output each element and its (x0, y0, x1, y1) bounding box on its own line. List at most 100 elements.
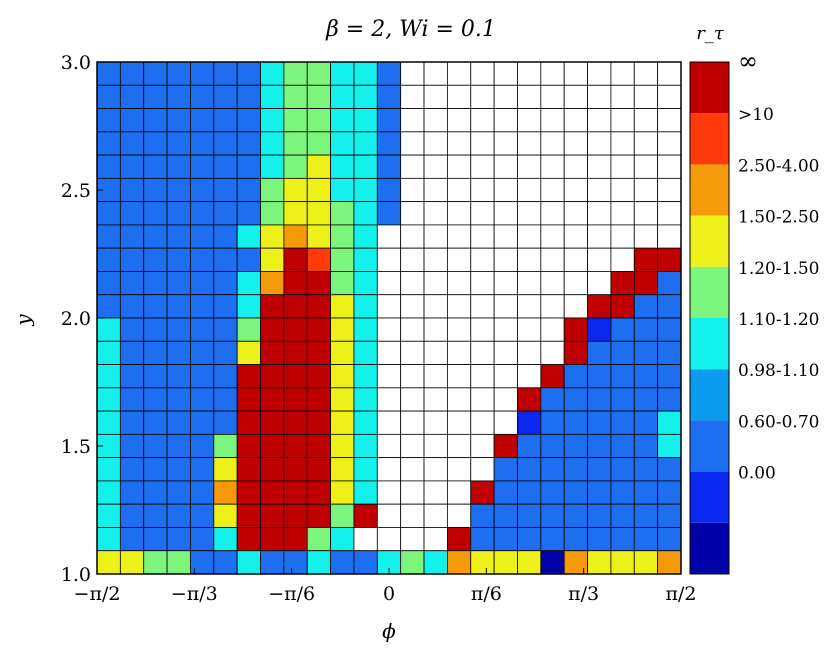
heatmap-cell (96, 247, 121, 272)
heatmap-cell (283, 340, 308, 365)
heatmap-cell (190, 61, 215, 86)
colorbar-segment (690, 522, 729, 574)
heatmap-cell (283, 154, 308, 179)
heatmap-cell (517, 364, 542, 389)
heatmap-cell (657, 410, 682, 435)
y-tick-label: 2.0 (61, 308, 91, 330)
heatmap-cell (190, 480, 215, 505)
heatmap-cell (657, 294, 682, 319)
colorbar-segment (690, 266, 729, 318)
heatmap-cell (400, 433, 425, 459)
heatmap-cell (633, 131, 659, 156)
heatmap-cell (236, 247, 261, 272)
heatmap-cell (633, 550, 659, 575)
heatmap-cell (213, 364, 238, 389)
heatmap-cell (540, 108, 565, 133)
heatmap-cell (306, 154, 331, 179)
heatmap-cell (236, 61, 261, 86)
heatmap-cell (353, 201, 378, 226)
heatmap-cell (610, 387, 635, 412)
heatmap-cell (190, 294, 215, 319)
heatmap-cell (143, 224, 168, 249)
heatmap-cell (423, 364, 448, 389)
heatmap-cell (143, 387, 168, 412)
heatmap-cell (143, 84, 168, 109)
heatmap-cell (517, 410, 542, 435)
heatmap-cell (446, 503, 472, 528)
heatmap-cell (633, 271, 659, 296)
heatmap-cell (633, 503, 659, 528)
heatmap-cell (376, 410, 402, 435)
heatmap-cell (493, 480, 518, 505)
heatmap-cell (166, 177, 191, 203)
heatmap-cell (143, 527, 168, 552)
heatmap-cell (260, 340, 285, 365)
heatmap-cell (493, 387, 518, 412)
heatmap-cell (96, 271, 121, 296)
heatmap-cell (306, 457, 331, 482)
heatmap-cell (376, 294, 402, 319)
heatmap-cell (190, 364, 215, 389)
heatmap-cell (96, 294, 121, 319)
heatmap-cell (236, 317, 261, 342)
heatmap-cell (423, 131, 448, 156)
heatmap-cell (400, 108, 425, 133)
heatmap-cell (610, 271, 635, 296)
heatmap-cell (446, 340, 472, 365)
y-axis: 1.0 1.5 2.0 2.5 3.0 (61, 52, 103, 586)
heatmap-cell (143, 410, 168, 435)
heatmap-cell (353, 480, 378, 505)
heatmap-cell (190, 457, 215, 482)
heatmap-cell (563, 271, 588, 296)
heatmap-cell (563, 387, 588, 412)
heatmap-cell (470, 480, 495, 505)
heatmap-cell (376, 480, 402, 505)
heatmap-cell (260, 294, 285, 319)
heatmap-cell (96, 387, 121, 412)
heatmap-cell (493, 503, 518, 528)
heatmap-cell (587, 433, 612, 459)
heatmap-cell (400, 457, 425, 482)
heatmap-cell (610, 247, 635, 272)
heatmap-cell (119, 410, 145, 435)
heatmap-cell (376, 364, 402, 389)
heatmap-cell (190, 503, 215, 528)
heatmap-cell (236, 131, 261, 156)
heatmap-cell (587, 247, 612, 272)
heatmap-cell (283, 457, 308, 482)
heatmap-cell (96, 527, 121, 552)
x-axis-label: ϕ (382, 619, 396, 643)
colorbar-frame (689, 61, 730, 575)
heatmap-cell (587, 224, 612, 249)
heatmap-cell (96, 84, 121, 109)
heatmap-cell (283, 527, 308, 552)
heatmap-cell (96, 503, 121, 528)
heatmap-cell (517, 457, 542, 482)
heatmap-cell (493, 84, 518, 109)
heatmap-cell (353, 433, 378, 459)
heatmap-cell (517, 247, 542, 272)
heatmap-cell (96, 61, 121, 86)
heatmap-cell (143, 433, 168, 459)
heatmap-cell (470, 364, 495, 389)
colorbar-label: 0.00 (738, 464, 776, 484)
heatmap-cell (119, 364, 145, 389)
heatmap-cell (517, 503, 542, 528)
heatmap-cell (587, 294, 612, 319)
heatmap-cell (306, 247, 331, 272)
heatmap-cell (236, 364, 261, 389)
heatmap-cell (587, 340, 612, 365)
heatmap-cell (283, 224, 308, 249)
heatmap-cell (493, 527, 518, 552)
colorbar-segment (690, 164, 729, 216)
heatmap-cell (610, 480, 635, 505)
heatmap-cell (587, 108, 612, 133)
heatmap-cell (143, 108, 168, 133)
heatmap-cell (260, 201, 285, 226)
heatmap-cell (446, 317, 472, 342)
heatmap-cell (610, 340, 635, 365)
colorbar-label: 1.10-1.20 (738, 310, 819, 330)
heatmap-cell (260, 84, 285, 109)
heatmap-cell (470, 433, 495, 459)
